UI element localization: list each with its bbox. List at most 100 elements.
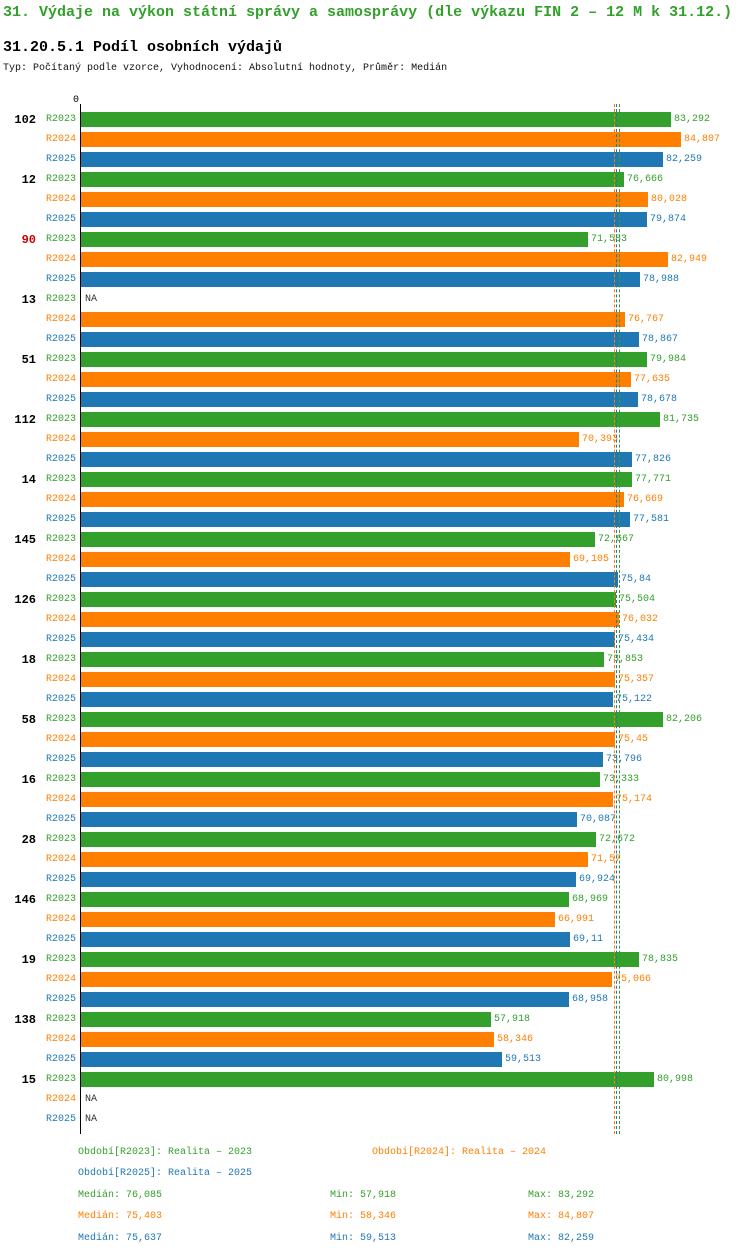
bar-value: 76,767	[628, 314, 665, 325]
series-label: R2024	[45, 554, 76, 565]
group-label: 28	[21, 833, 36, 847]
group-label: 102	[14, 113, 36, 127]
bar	[81, 532, 595, 547]
bar-value: 68,958	[572, 994, 609, 1005]
group-label: 90	[21, 233, 36, 247]
bar-value: 75,45	[618, 734, 649, 745]
group-label: 112	[14, 413, 36, 427]
series-label: R2025	[45, 514, 76, 525]
bar	[81, 372, 631, 387]
bar	[81, 1052, 502, 1067]
bar-value: 69,105	[573, 554, 610, 565]
bar	[81, 352, 647, 367]
bar-value: 75,122	[616, 694, 653, 705]
bar-value: 84,807	[684, 134, 721, 145]
bar-value: 77,771	[635, 474, 672, 485]
median-line	[616, 104, 617, 1134]
series-label: R2024	[45, 254, 76, 265]
series-label: R2024	[45, 314, 76, 325]
bar	[81, 272, 640, 287]
bar	[81, 192, 648, 207]
median-line	[619, 104, 620, 1134]
origin-label: 0	[72, 95, 79, 106]
bar-value: 72,672	[599, 834, 636, 845]
bar-value: 82,206	[666, 714, 703, 725]
series-label: R2025	[45, 1054, 76, 1065]
series-label: R2023	[45, 114, 76, 125]
bar	[81, 612, 619, 627]
series-label: R2024	[45, 434, 76, 445]
series-label: R2024	[45, 374, 76, 385]
stat-min-r2025: Min: 59,513	[330, 1233, 397, 1244]
bar-value: 75,434	[618, 634, 655, 645]
series-label: R2023	[45, 294, 76, 305]
group-label: 51	[21, 353, 36, 367]
bar-value: 81,735	[663, 414, 700, 425]
bar	[81, 472, 632, 487]
bar-value: 71,583	[591, 234, 628, 245]
bar-value: 73,796	[606, 754, 643, 765]
stat-median-r2025: Medián: 75,637	[78, 1233, 163, 1244]
group-label: 12	[21, 173, 36, 187]
bar	[81, 312, 625, 327]
series-label: R2025	[45, 874, 76, 885]
series-label: R2025	[45, 634, 76, 645]
series-label: R2024	[45, 614, 76, 625]
group-label: 19	[21, 953, 36, 967]
series-label: R2023	[45, 834, 76, 845]
bar-value: 78,678	[641, 394, 678, 405]
bar	[81, 732, 615, 747]
bar-value: 83,292	[674, 114, 711, 125]
bar-value: 78,988	[643, 274, 680, 285]
bar-value: 76,669	[627, 494, 664, 505]
bar	[81, 512, 630, 527]
median-line	[614, 104, 615, 1134]
series-label: R2025	[45, 154, 76, 165]
series-label: R2025	[45, 814, 76, 825]
series-label: R2023	[45, 534, 76, 545]
legend-r2024: Období[R2024]: Realita – 2024	[372, 1147, 547, 1158]
series-label: R2023	[45, 594, 76, 605]
stat-median-r2024: Medián: 75,403	[78, 1211, 163, 1222]
bar-value: 70,393	[582, 434, 619, 445]
series-label: R2025	[45, 934, 76, 945]
series-label: R2025	[45, 394, 76, 405]
series-label: R2024	[45, 134, 76, 145]
group-label: 145	[14, 533, 36, 547]
series-label: R2025	[45, 574, 76, 585]
series-label: R2023	[45, 354, 76, 365]
bar	[81, 752, 603, 767]
bar	[81, 812, 577, 827]
bar	[81, 392, 638, 407]
series-label: R2023	[45, 954, 76, 965]
series-label: R2024	[45, 974, 76, 985]
bar-value: 57,918	[494, 1014, 531, 1025]
bar-value: 73,853	[607, 654, 644, 665]
bar-value: 77,581	[633, 514, 670, 525]
series-label: R2023	[45, 774, 76, 785]
bar-value: 79,984	[650, 354, 687, 365]
y-axis	[80, 104, 81, 1134]
group-label: 16	[21, 773, 36, 787]
bar	[81, 592, 616, 607]
series-label: R2025	[45, 694, 76, 705]
series-label: R2024	[45, 1094, 76, 1105]
bar-value: 82,259	[666, 154, 703, 165]
bar-value: 69,11	[573, 934, 604, 945]
bar	[81, 332, 639, 347]
bar-value: 75,504	[619, 594, 656, 605]
bar	[81, 892, 569, 907]
legend-r2025: Období[R2025]: Realita – 2025	[78, 1168, 253, 1179]
bar	[81, 1012, 491, 1027]
bar	[81, 412, 660, 427]
bar-value: 80,028	[651, 194, 688, 205]
legend-r2023: Období[R2023]: Realita – 2023	[78, 1147, 253, 1158]
series-label: R2025	[45, 994, 76, 1005]
stat-min-r2023: Min: 57,918	[330, 1190, 397, 1201]
group-label: 13	[21, 293, 36, 307]
group-label: 14	[21, 473, 36, 487]
group-label: 126	[14, 593, 36, 607]
bar	[81, 212, 647, 227]
series-label: R2023	[45, 174, 76, 185]
stat-max-r2024: Max: 84,807	[528, 1211, 595, 1222]
